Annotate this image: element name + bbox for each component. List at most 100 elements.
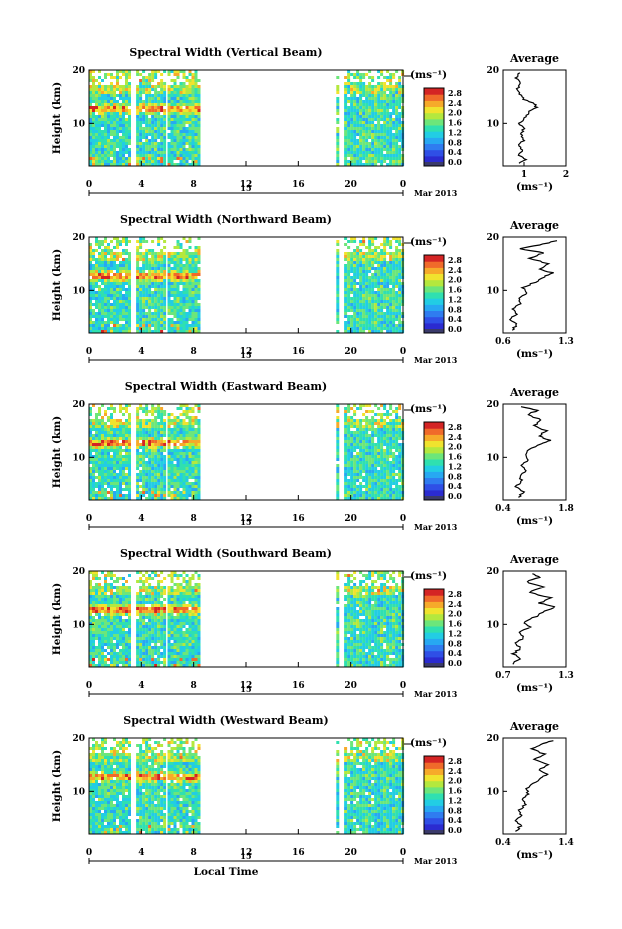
heatmap-cell: [154, 139, 158, 142]
heatmap-cell: [194, 464, 198, 467]
heatmap-cell: [122, 160, 125, 163]
heatmap-cell: [389, 461, 393, 464]
panel-1: Spectral Width (Northward Beam)2010Heigh…: [51, 213, 574, 365]
heatmap-cell: [191, 145, 195, 148]
heatmap-cell: [139, 458, 143, 461]
heatmap-cell: [356, 249, 360, 252]
heatmap-cell: [350, 315, 354, 318]
heatmap-cell: [389, 94, 393, 97]
heatmap-cell: [365, 291, 369, 294]
heatmap-cell: [98, 291, 101, 294]
heatmap-cell: [128, 148, 131, 151]
heatmap-cell: [191, 142, 195, 145]
heatmap-cell: [197, 282, 201, 285]
heatmap-cell: [101, 106, 104, 109]
heatmap-cell: [353, 160, 357, 163]
heatmap-cell: [386, 482, 390, 485]
heatmap-cell: [371, 118, 375, 121]
heatmap-cell: [125, 446, 128, 449]
heatmap-cell: [128, 300, 131, 303]
heatmap-cell: [136, 297, 140, 300]
heatmap-cell: [182, 479, 186, 482]
heatmap-cell: [157, 91, 161, 94]
heatmap-cell: [197, 249, 201, 252]
heatmap-cell: [107, 473, 110, 476]
heatmap-cell: [122, 300, 125, 303]
heatmap-cell: [125, 88, 128, 91]
heatmap-cell: [353, 163, 357, 166]
heatmap-cell: [89, 440, 92, 443]
heatmap-cell: [142, 133, 146, 136]
heatmap-cell: [160, 145, 164, 148]
heatmap-cell: [398, 458, 402, 461]
heatmap-cell: [89, 640, 92, 643]
heatmap-cell: [136, 130, 140, 133]
heatmap-cell: [185, 270, 189, 273]
heatmap-cell: [119, 410, 122, 413]
heatmap-cell: [392, 106, 396, 109]
heatmap-cell: [116, 279, 119, 282]
heatmap-cell: [145, 476, 149, 479]
heatmap-cell: [368, 485, 372, 488]
heatmap-cell: [176, 434, 180, 437]
heatmap-cell: [170, 148, 174, 151]
heatmap-cell: [145, 112, 149, 115]
heatmap-cell: [157, 297, 161, 300]
heatmap-cell: [98, 324, 101, 327]
heatmap-cell: [145, 470, 149, 473]
colorbar: (ms⁻¹)2.82.42.01.61.20.80.40.0: [404, 403, 462, 501]
heatmap-cell: [139, 297, 143, 300]
heatmap-cell: [113, 476, 116, 479]
heatmap-cell: [145, 461, 149, 464]
heatmap-cell: [157, 407, 161, 410]
heatmap-cell: [377, 103, 381, 106]
heatmap-cell: [151, 485, 155, 488]
heatmap-cell: [395, 264, 399, 267]
heatmap-cell: [362, 437, 366, 440]
heatmap-cell: [356, 309, 360, 312]
heatmap-cell: [371, 425, 375, 428]
heatmap-cell: [395, 488, 399, 491]
heatmap-cell: [398, 115, 402, 118]
heatmap-cell: [170, 273, 174, 276]
heatmap-cell: [365, 294, 369, 297]
heatmap-cell: [374, 127, 378, 130]
heatmap-cell: [197, 485, 201, 488]
heatmap-cell: [136, 306, 140, 309]
heatmap-cell: [383, 88, 387, 91]
heatmap-cell: [160, 422, 164, 425]
heatmap-cell: [92, 148, 95, 151]
heatmap-cell: [119, 142, 122, 145]
heatmap-cell: [128, 431, 131, 434]
heatmap-cell: [197, 297, 201, 300]
heatmap-cell: [125, 425, 128, 428]
heatmap-cell: [389, 145, 393, 148]
heatmap-cell: [371, 306, 375, 309]
heatmap-cell: [113, 452, 116, 455]
heatmap-cell: [356, 264, 360, 267]
heatmap-cell: [356, 115, 360, 118]
heatmap-cell: [179, 455, 183, 458]
heatmap-cell: [167, 282, 171, 285]
heatmap-cell: [179, 300, 183, 303]
heatmap-cell: [383, 160, 387, 163]
heatmap-cell: [89, 103, 92, 106]
heatmap-cell: [101, 103, 104, 106]
heatmap-cell: [157, 488, 161, 491]
heatmap-cell: [336, 264, 340, 267]
heatmap-cell: [119, 294, 122, 297]
heatmap-cell: [344, 88, 348, 91]
heatmap-cell: [344, 85, 348, 88]
heatmap-cell: [89, 133, 92, 136]
heatmap-cell: [154, 297, 158, 300]
heatmap-cell: [122, 94, 125, 97]
heatmap-cell: [371, 491, 375, 494]
heatmap-cell: [92, 586, 95, 589]
heatmap-cell: [371, 434, 375, 437]
heatmap-cell: [110, 163, 113, 166]
heatmap-cell: [104, 270, 107, 273]
heatmap-cell: [107, 297, 110, 300]
colorbar-swatch: [424, 483, 444, 491]
heatmap-cell: [160, 85, 164, 88]
heatmap-cell: [368, 473, 372, 476]
